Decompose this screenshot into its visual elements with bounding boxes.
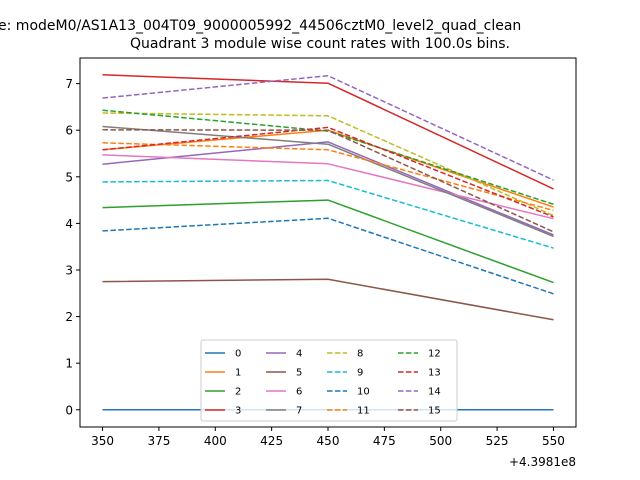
series-line-2 (102, 199, 554, 284)
series-line-9 (102, 179, 554, 249)
x-tick-label: 450 (317, 434, 340, 448)
x-axis: 350 375 400 425 450 475 500 525 550 (91, 427, 565, 448)
x-tick-label: 500 (429, 434, 452, 448)
series-line-13 (102, 126, 554, 218)
legend-label-1: 1 (235, 368, 241, 379)
y-axis: 0 1 2 3 4 5 6 7 (65, 77, 80, 417)
legend-label-13: 13 (428, 368, 441, 379)
legend-label-0: 0 (235, 349, 241, 360)
x-offset-label: +4.3981e8 (509, 455, 576, 469)
y-tick-label: 5 (65, 170, 73, 184)
legend-label-8: 8 (357, 349, 363, 360)
figure-suptitle: n file: modeM0/AS1A13_004T09_9000005992_… (0, 18, 522, 34)
y-tick-label: 7 (65, 77, 73, 91)
series-line-12 (102, 109, 554, 206)
series-line-14 (102, 74, 554, 181)
x-tick-label: 400 (204, 434, 227, 448)
series-line-15 (102, 129, 554, 233)
legend-label-5: 5 (296, 368, 302, 379)
x-tick-label: 550 (542, 434, 565, 448)
legend-label-3: 3 (235, 406, 241, 417)
series-layer (102, 74, 554, 411)
x-tick-label: 525 (486, 434, 509, 448)
series-line-7 (102, 125, 554, 238)
x-tick-label: 375 (147, 434, 170, 448)
y-tick-label: 4 (65, 217, 73, 231)
y-tick-label: 3 (65, 263, 73, 277)
legend-label-6: 6 (296, 387, 302, 398)
y-tick-label: 0 (65, 403, 73, 417)
legend-label-9: 9 (357, 368, 363, 379)
series-line-11 (102, 142, 554, 212)
series-line-6 (102, 154, 554, 220)
legend-label-4: 4 (296, 349, 302, 360)
y-tick-label: 2 (65, 310, 73, 324)
series-line-10 (102, 217, 554, 295)
x-tick-label: 475 (373, 434, 396, 448)
series-line-8 (102, 112, 554, 217)
legend-box (200, 339, 458, 422)
legend-label-14: 14 (428, 387, 441, 398)
legend-label-7: 7 (296, 406, 302, 417)
legend-label-15: 15 (428, 406, 441, 417)
series-line-3 (102, 74, 554, 190)
y-tick-label: 6 (65, 124, 73, 138)
x-tick-label: 350 (91, 434, 114, 448)
series-line-4 (102, 141, 554, 236)
legend-label-2: 2 (235, 387, 241, 398)
x-tick-label: 425 (260, 434, 283, 448)
legend-label-11: 11 (357, 406, 370, 417)
chart-title: Quadrant 3 module wise count rates with … (130, 36, 510, 52)
series-line-5 (102, 278, 554, 321)
legend-label-12: 12 (428, 349, 441, 360)
y-tick-label: 1 (65, 357, 73, 371)
legend-label-10: 10 (357, 387, 370, 398)
